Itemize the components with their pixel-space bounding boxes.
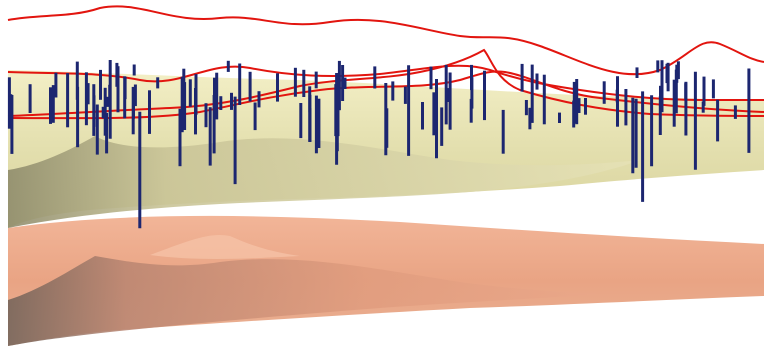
- scene-view: [0, 0, 764, 356]
- curve: [8, 6, 764, 74]
